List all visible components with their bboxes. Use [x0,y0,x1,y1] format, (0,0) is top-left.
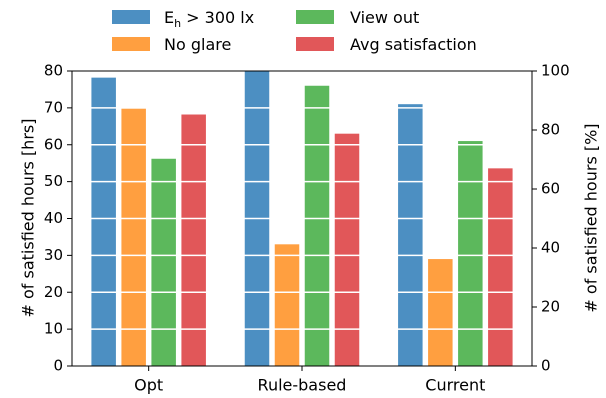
left-tick-label: 80 [44,62,63,80]
legend-label-no-glare: No glare [164,35,231,54]
legend-label-eh-rest: > 300 lx [181,8,254,27]
right-tick-label: 60 [541,180,560,198]
bar-rule-based-series-4 [334,133,360,366]
legend-label-avg-satisfaction: Avg satisfaction [350,35,477,54]
left-tick-label: 10 [44,320,63,338]
legend-swatch-avg-satisfaction [296,37,334,51]
left-tick-label: 70 [44,98,63,116]
left-tick-label: 0 [53,357,63,375]
bar-current-series-1 [398,104,423,366]
legend: Eh > 300 lx No glare View out Avg satisf… [112,8,477,54]
left-tick-label: 20 [44,283,63,301]
bar-opt-series-2 [121,108,146,367]
x-tick-label-opt: Opt [134,376,163,395]
bar-rule-based-series-2 [274,244,300,366]
bar-opt-series-3 [151,158,176,366]
y-axis-label-right: # of satisfied hours [%] [582,123,601,312]
left-tick-label: 60 [44,135,63,153]
bar-current-series-2 [428,259,453,366]
x-axis: Opt Rule-based Current [134,366,485,395]
bar-current-series-4 [488,168,513,366]
gridlines-group [72,107,532,330]
right-tick-label: 20 [541,298,560,316]
legend-swatch-no-glare [112,37,150,51]
bar-opt-series-1 [91,77,116,366]
left-tick-label: 30 [44,246,63,264]
left-tick-label: 40 [44,209,63,227]
legend-label-eh-sub: h [174,17,181,30]
right-tick-label: 80 [541,121,560,139]
bar-current-series-3 [458,141,483,366]
bars-group [91,71,513,367]
left-axis: 0 10 20 30 40 50 60 70 80 [44,62,72,375]
x-tick-label-rule-based: Rule-based [258,376,347,395]
legend-swatch-eh [112,10,150,24]
legend-label-eh-main: E [164,8,174,27]
right-tick-label: 0 [541,357,551,375]
right-tick-label: 40 [541,239,560,257]
legend-label-eh: Eh > 300 lx [164,8,254,30]
bar-rule-based-series-3 [304,85,330,366]
right-tick-label: 100 [541,62,570,80]
legend-swatch-view-out [296,10,334,24]
bar-opt-series-4 [181,114,206,366]
left-tick-label: 50 [44,172,63,190]
right-axis: 0 20 40 60 80 100 [532,62,570,375]
y-axis-label-left: # of satisfied hours [hrs] [19,119,38,318]
x-tick-label-current: Current [425,376,485,395]
legend-label-view-out: View out [350,8,419,27]
